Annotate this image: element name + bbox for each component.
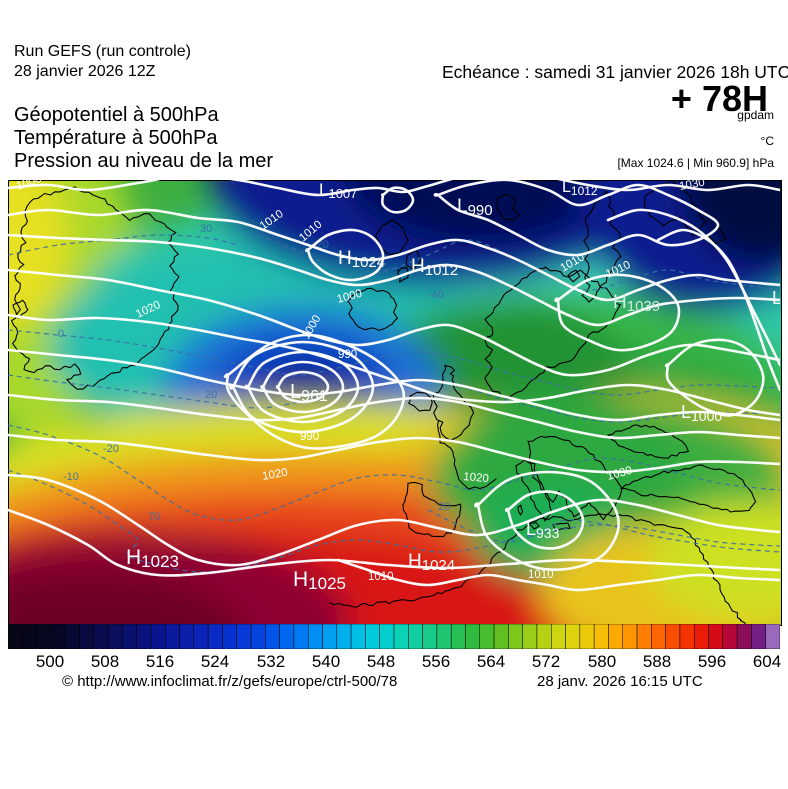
svg-text:L933: L933 — [526, 519, 560, 541]
svg-text:1010: 1010 — [258, 208, 286, 233]
svg-text:548: 548 — [367, 652, 395, 671]
svg-text:532: 532 — [257, 652, 285, 671]
svg-text:1020: 1020 — [463, 471, 490, 485]
svg-text:L1000: L1000 — [681, 402, 722, 424]
svg-text:L961: L961 — [290, 381, 328, 405]
svg-text:588: 588 — [643, 652, 671, 671]
svg-text:-10: -10 — [63, 471, 79, 483]
svg-text:H1039: H1039 — [613, 292, 660, 315]
svg-text:604: 604 — [753, 652, 781, 671]
svg-text:596: 596 — [698, 652, 726, 671]
svg-text:70: 70 — [148, 511, 160, 523]
svg-text:-40: -40 — [428, 289, 444, 301]
svg-text:1020: 1020 — [261, 467, 288, 483]
svg-text:H1012: H1012 — [411, 256, 458, 279]
svg-text:1010: 1010 — [528, 569, 554, 581]
svg-text:524: 524 — [201, 652, 229, 671]
svg-text:564: 564 — [477, 652, 505, 671]
svg-text:1030: 1030 — [678, 180, 705, 193]
svg-text:1010: 1010 — [604, 259, 632, 281]
svg-text:556: 556 — [422, 652, 450, 671]
svg-text:1010: 1010 — [368, 571, 394, 583]
svg-text:H1024: H1024 — [408, 551, 455, 574]
svg-text:516: 516 — [146, 652, 174, 671]
svg-text:20: 20 — [438, 501, 450, 513]
svg-text:30: 30 — [200, 223, 212, 235]
svg-text:540: 540 — [312, 652, 340, 671]
svg-text:L1007: L1007 — [319, 180, 357, 201]
svg-text:H1025: H1025 — [293, 568, 346, 593]
svg-text:H1023: H1023 — [126, 546, 179, 571]
svg-text:0: 0 — [58, 328, 64, 340]
svg-text:990: 990 — [300, 431, 319, 443]
svg-text:1020: 1020 — [134, 299, 162, 321]
svg-text:500: 500 — [36, 652, 64, 671]
svg-text:1030: 1030 — [606, 465, 634, 483]
svg-text:508: 508 — [91, 652, 119, 671]
svg-text:L: L — [772, 288, 780, 308]
svg-text:H1024: H1024 — [338, 248, 385, 271]
svg-text:L990: L990 — [457, 196, 493, 219]
svg-text:580: 580 — [588, 652, 616, 671]
svg-text:-20: -20 — [103, 443, 119, 455]
svg-text:20: 20 — [205, 389, 217, 401]
svg-text:572: 572 — [532, 652, 560, 671]
svg-text:990: 990 — [338, 349, 357, 361]
